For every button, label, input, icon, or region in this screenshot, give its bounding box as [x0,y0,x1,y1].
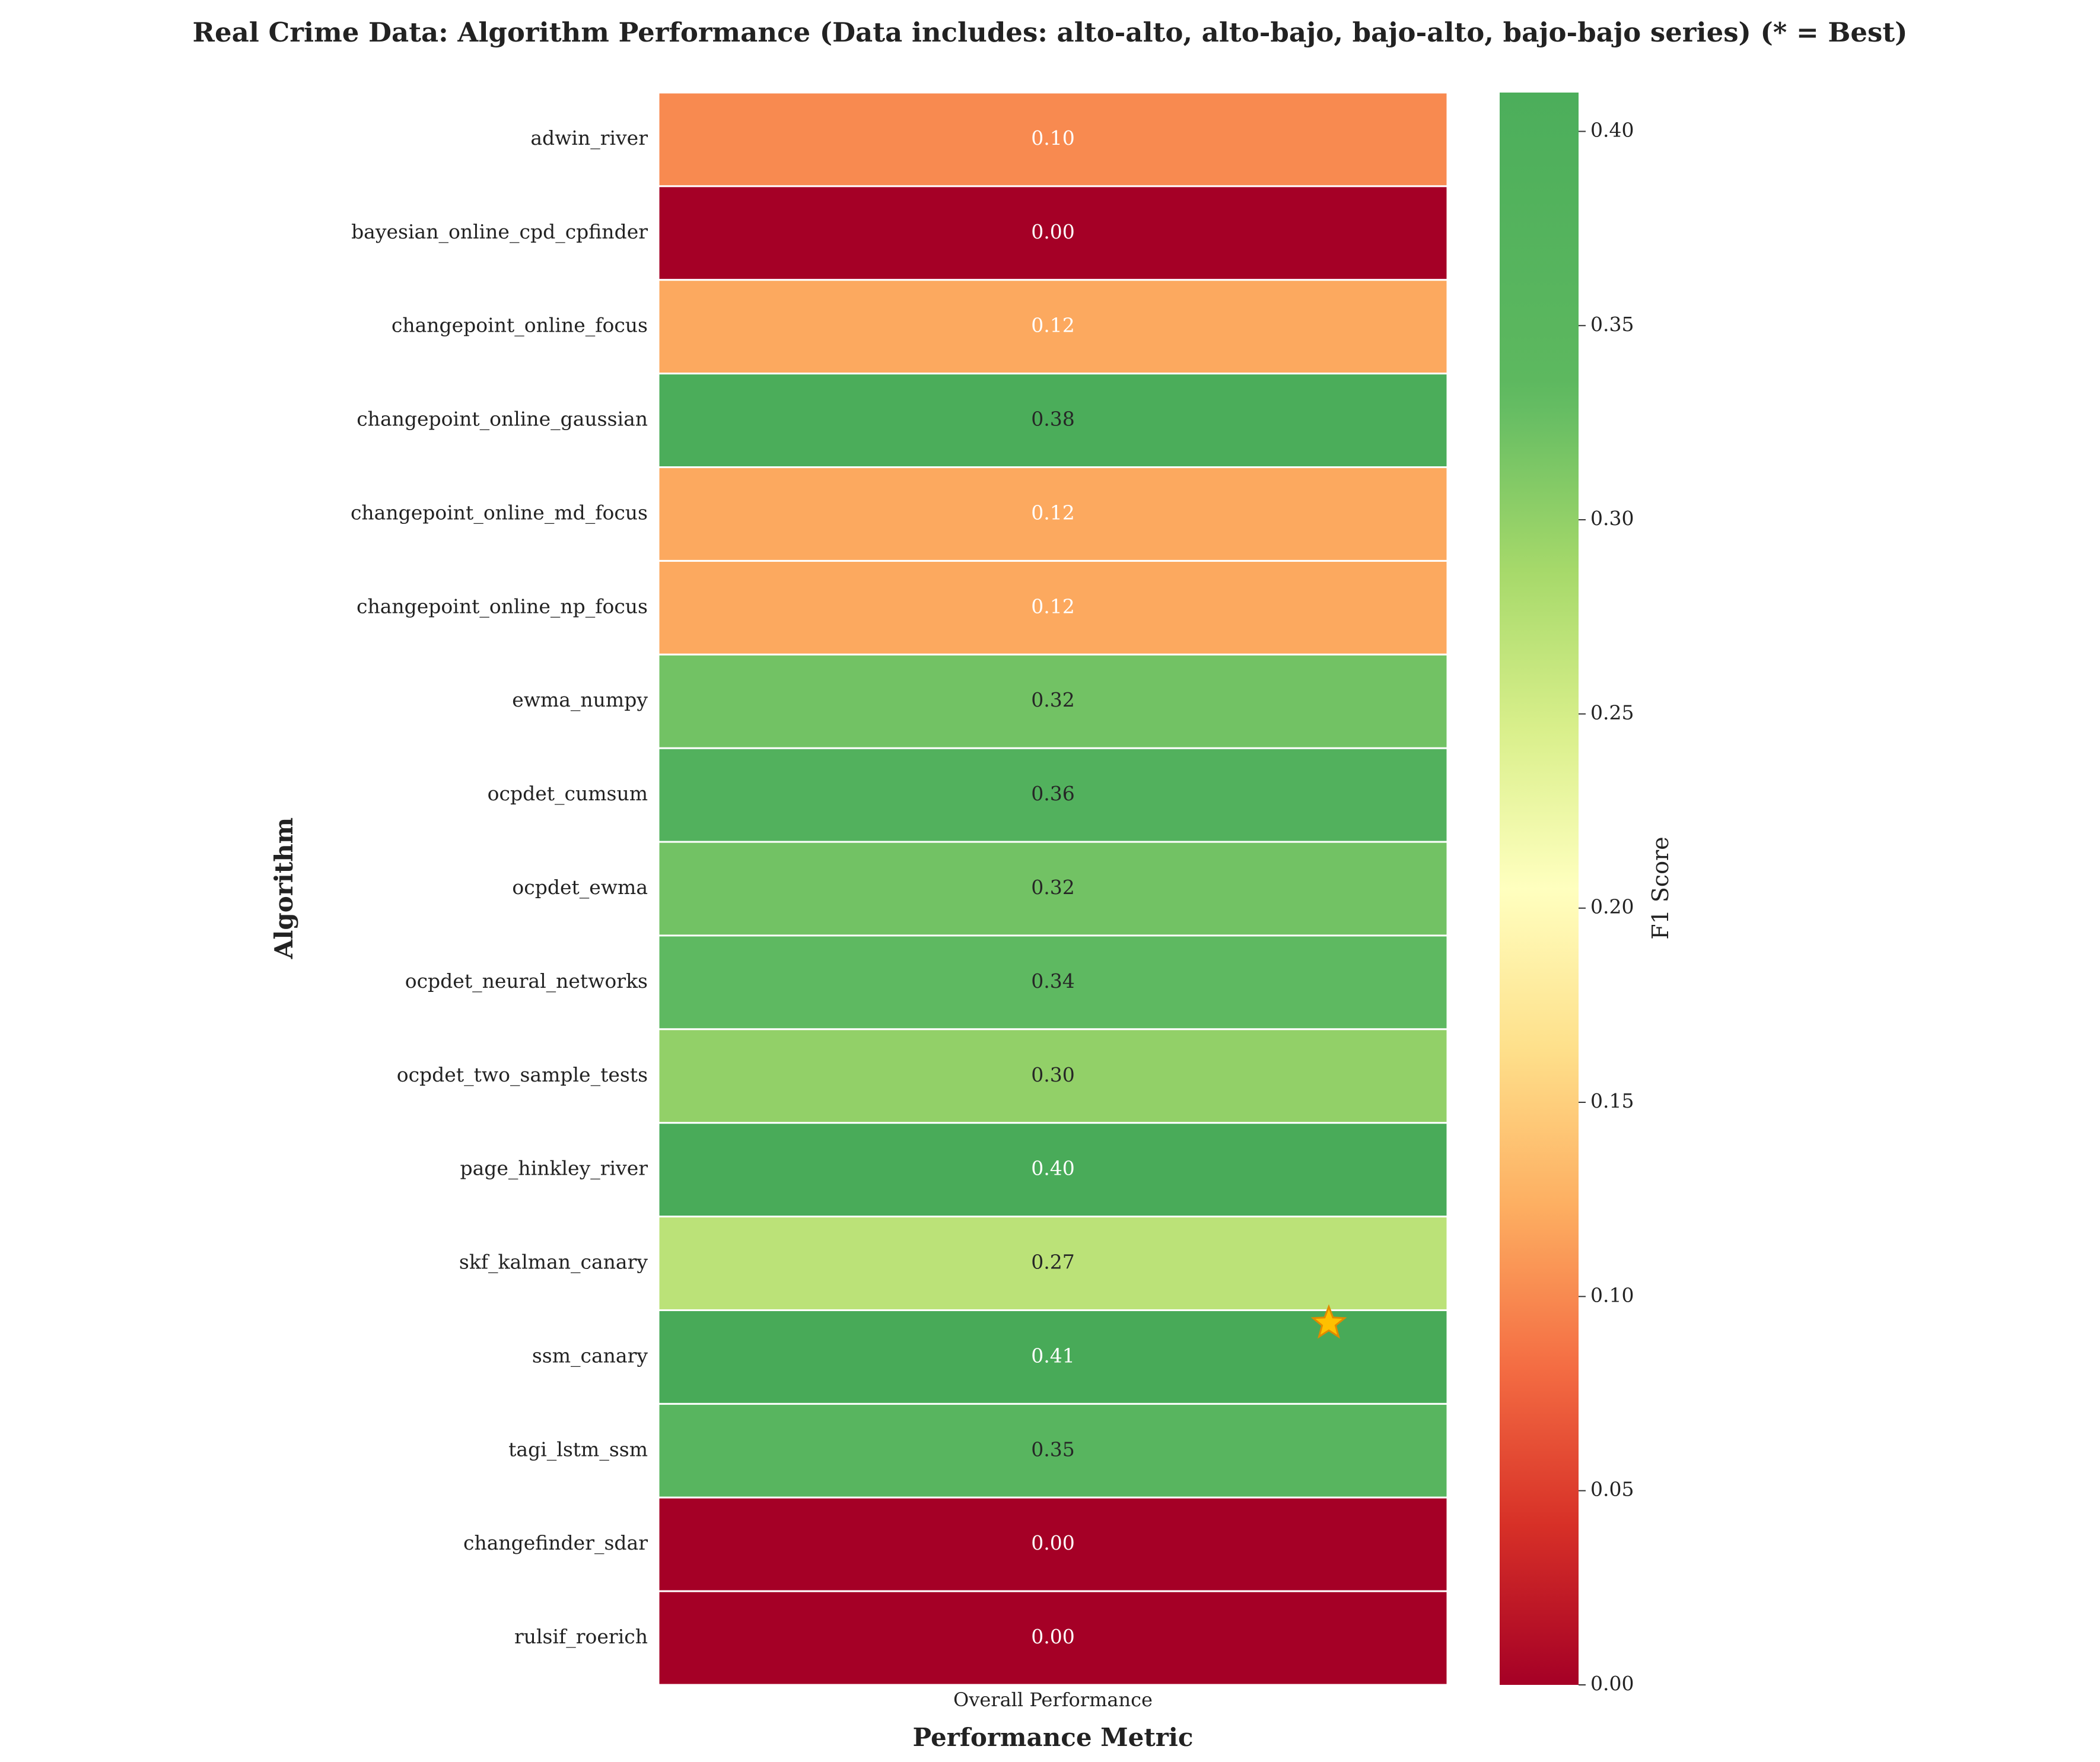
colorbar-tick-label: 0.10 [1590,1283,1634,1306]
heatmap-cell [657,466,1449,562]
x-tick-label: Overall Performance [953,1688,1153,1711]
cell-value-labels: 0.10 0.00 0.12 0.38 0.12 0.12 0.32 0.36 0.32 0.34… [1031,126,1074,1648]
cell-value-label: 0.30 [1031,1063,1074,1086]
row-label: page_hinkley_river [460,1157,648,1181]
heatmap-cell [657,1122,1449,1218]
heatmap-cell [657,1496,1449,1592]
colorbar-tick-label: 0.40 [1590,118,1634,141]
heatmap-cell [657,373,1449,469]
heatmap-cells [657,91,1449,1686]
row-label: ocpdet_neural_networks [405,969,648,993]
cell-value-label: 0.10 [1031,126,1074,150]
colorbar-tick-label: 0.05 [1590,1478,1634,1501]
cell-value-label: 0.41 [1031,1344,1074,1367]
heatmap-cell [657,1028,1449,1124]
heatmap-cell [657,91,1449,187]
heatmap-cell [657,1216,1449,1311]
x-axis-label: Performance Metric [913,1723,1194,1752]
row-label: ewma_numpy [512,688,648,712]
row-label: ocpdet_cumsum [488,782,648,806]
heatmap-cell [657,279,1449,375]
star-icon [1310,1304,1347,1339]
row-label: ssm_canary [532,1344,648,1367]
cell-value-label: 0.12 [1031,501,1074,524]
row-label: skf_kalman_canary [459,1251,648,1274]
cell-value-label: 0.34 [1031,969,1074,993]
row-label: tagi_lstm_ssm [508,1437,648,1461]
heatmap-cell [657,1590,1449,1686]
row-label: changepoint_online_focus [392,314,648,338]
cell-value-label: 0.38 [1031,408,1074,431]
cell-value-label: 0.40 [1031,1157,1074,1180]
row-label: ocpdet_two_sample_tests [397,1063,648,1087]
colorbar-label: F1 Score [1647,837,1673,939]
cell-value-label: 0.12 [1031,594,1074,618]
row-label: changepoint_online_md_focus [351,501,648,524]
cell-value-label: 0.27 [1031,1251,1074,1274]
row-label: changepoint_online_gaussian [357,408,648,431]
colorbar-tick-label: 0.15 [1590,1089,1634,1112]
heatmap-cell [657,559,1449,656]
heatmap-cell [657,1402,1449,1499]
heatmap-cell [657,185,1449,281]
cell-value-label: 0.32 [1031,876,1074,899]
cell-value-label: 0.35 [1031,1437,1074,1461]
colorbar-tick-label: 0.25 [1590,701,1634,724]
colorbar-tick-label: 0.35 [1590,313,1634,336]
row-label: changepoint_online_np_focus [357,594,648,618]
colorbar [1500,93,1579,1685]
row-label: rulsif_roerich [514,1625,648,1649]
chart-title: Real Crime Data: Algorithm Performance (… [193,17,1908,48]
heatmap-cell [657,1309,1449,1405]
row-label: changefinder_sdar [463,1531,648,1555]
colorbar-tick-label: 0.30 [1590,507,1634,530]
cell-value-label: 0.00 [1031,1625,1074,1648]
cell-value-label: 0.12 [1031,314,1074,337]
cell-value-label: 0.00 [1031,220,1074,243]
cell-value-label: 0.00 [1031,1531,1074,1554]
heatmap-cell [657,934,1449,1031]
row-label: bayesian_online_cpd_cpfinder [351,220,648,244]
cell-value-label: 0.32 [1031,688,1074,711]
colorbar-tick-label: 0.00 [1590,1672,1634,1695]
y-axis-label: Algorithm [269,818,298,959]
row-labels: adwin_river bayesian_online_cpd_cpfinderc… [351,126,648,1649]
colorbar-ticks: 0.00 0.05 0.10 0.15 0.20 0.25 0.30 0.35 0.40 [1579,118,1634,1695]
row-label: ocpdet_ewma [512,876,648,899]
cell-value-label: 0.36 [1031,782,1074,805]
best-star-marker [1310,1304,1347,1339]
row-label: adwin_river [530,126,648,150]
heatmap-cell [657,747,1449,843]
colorbar-tick-label: 0.20 [1590,895,1634,918]
